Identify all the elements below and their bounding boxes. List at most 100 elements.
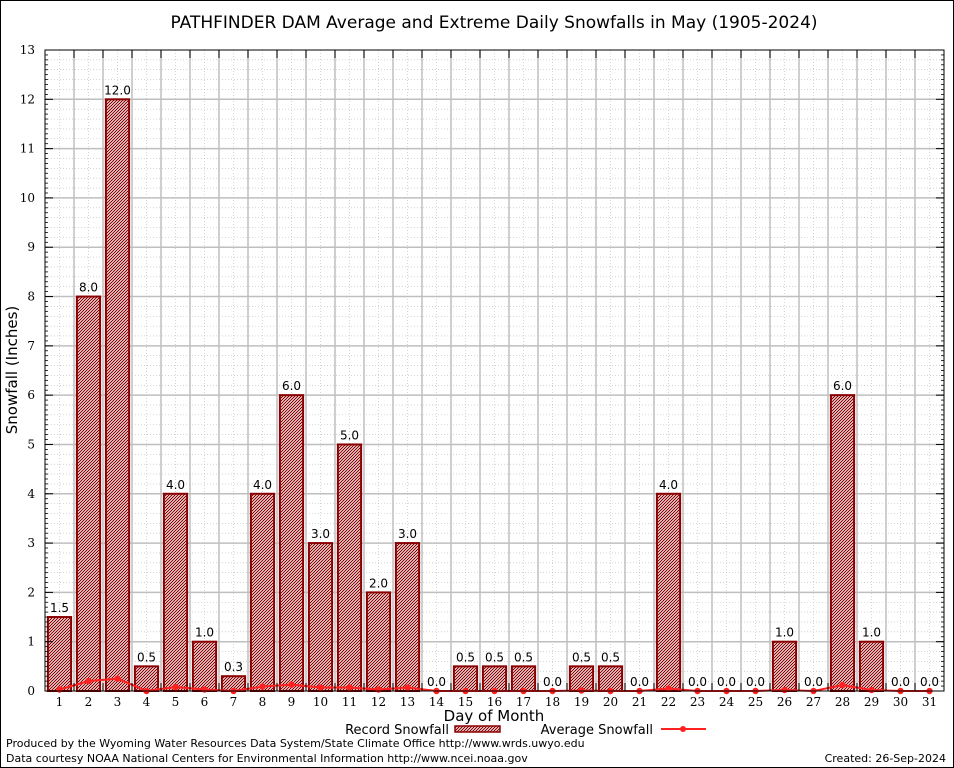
x-tick-label: 28 — [835, 695, 850, 709]
x-tick-label: 19 — [574, 695, 589, 709]
y-tick-label: 9 — [27, 240, 35, 254]
bar-value-label: 2.0 — [369, 576, 388, 590]
legend-marker-average — [680, 726, 686, 732]
footer-data-courtesy: Data courtesy NOAA National Centers for … — [6, 752, 528, 765]
y-tick-label: 1 — [27, 635, 35, 649]
bar-record-snowfall — [771, 640, 798, 693]
x-tick-label: 5 — [172, 695, 180, 709]
x-tick-label: 30 — [893, 695, 908, 709]
x-tick-label: 4 — [143, 695, 151, 709]
bar-value-label: 0.5 — [572, 650, 591, 664]
legend-label-record: Record Snowfall — [345, 723, 449, 738]
x-tick-label: 12 — [371, 695, 386, 709]
bar-labels: 1.5 8.0 12.0 0.5 4.0 1.0 0.3 4.0 6.0 3.0 5.0 2.0 3.0… — [50, 83, 939, 689]
bar-value-label: 1.5 — [50, 601, 69, 615]
average-point — [665, 685, 672, 692]
x-tick-label: 11 — [342, 695, 357, 709]
y-tick-label: 10 — [20, 191, 35, 205]
bar-value-label: 6.0 — [282, 379, 301, 393]
bar-record-snowfall — [568, 665, 595, 692]
legend: Record Snowfall Average Snowfall — [345, 723, 706, 738]
bar-value-label: 1.0 — [862, 626, 881, 640]
average-point — [172, 683, 179, 691]
bar-value-label: 0.0 — [804, 675, 823, 689]
y-tick-label: 8 — [27, 290, 35, 304]
grid — [45, 49, 944, 692]
bar-record-snowfall — [452, 665, 479, 692]
bar-record-snowfall — [510, 665, 537, 692]
x-tick-label: 31 — [922, 695, 937, 709]
y-tick-label: 0 — [27, 684, 35, 698]
bar-value-label: 4.0 — [166, 478, 185, 492]
x-tick-label: 1 — [56, 695, 64, 709]
x-tick-label: 29 — [864, 695, 879, 709]
y-tick-label: 4 — [27, 487, 35, 501]
y-tick-label: 12 — [20, 92, 35, 106]
y-tick-label: 2 — [27, 585, 35, 599]
bar-record-snowfall — [858, 640, 885, 693]
average-point — [781, 686, 788, 694]
bar-value-label: 0.5 — [601, 650, 620, 664]
x-axis-label: Day of Month — [444, 707, 545, 725]
average-point — [375, 686, 382, 693]
x-tick-label: 15 — [458, 695, 473, 709]
x-tick-label: 14 — [429, 695, 445, 709]
average-point — [114, 675, 121, 682]
bar-value-label: 6.0 — [833, 379, 852, 393]
bar-record-snowfall — [365, 591, 392, 693]
bar-record-snowfall — [307, 542, 334, 692]
bar-record-snowfall — [278, 394, 305, 692]
bar-value-label: 3.0 — [311, 527, 330, 541]
x-tick-label: 26 — [777, 695, 792, 709]
bar-value-label: 5.0 — [340, 428, 359, 442]
bar-value-label: 0.0 — [891, 675, 910, 689]
average-point — [201, 686, 208, 693]
bar-value-label: 0.5 — [137, 650, 156, 664]
bar-record-snowfall — [249, 492, 276, 692]
x-tick-label: 13 — [400, 695, 415, 709]
average-point — [839, 681, 846, 689]
x-tick-label: 2 — [85, 695, 93, 709]
x-tick-label: 7 — [230, 695, 238, 709]
legend-swatch-record — [454, 725, 501, 733]
y-axis-label: Snowfall (Inches) — [3, 306, 21, 434]
bar-value-label: 0.0 — [688, 675, 707, 689]
y-tick-label: 3 — [27, 536, 35, 550]
bar-value-label: 0.3 — [224, 660, 243, 674]
bar-value-label: 0.5 — [456, 650, 475, 664]
x-tick-labels: 1 2 3 4 5 6 7 8 9 10 11 12 13 14 15 16 17 18 19 20 21 22 23 24 2… — [56, 695, 937, 709]
bar-value-label: 12.0 — [104, 83, 131, 97]
x-tick-label: 22 — [661, 695, 676, 709]
bar-record-snowfall — [829, 394, 856, 692]
average-point — [56, 686, 63, 693]
x-tick-label: 17 — [516, 695, 531, 709]
x-tick-label: 21 — [632, 695, 647, 709]
x-tick-label: 16 — [487, 695, 502, 709]
bar-record-snowfall — [191, 640, 218, 693]
bar-record-snowfall — [75, 295, 102, 692]
bar-value-label: 0.0 — [630, 675, 649, 689]
axes — [44, 49, 945, 692]
bar-value-label: 8.0 — [79, 281, 98, 295]
average-point — [317, 684, 324, 691]
average-point — [288, 681, 295, 688]
bar-record-snowfall — [597, 665, 624, 692]
bar-record-snowfall — [655, 492, 682, 692]
x-tick-label: 18 — [545, 695, 560, 709]
bar-value-label: 0.0 — [717, 675, 736, 689]
bar-value-label: 1.0 — [195, 626, 214, 640]
bar-value-label: 0.0 — [746, 675, 765, 689]
bar-value-label: 1.0 — [775, 626, 794, 640]
average-point — [259, 683, 266, 690]
average-line — [56, 675, 933, 695]
footer-produced-by: Produced by the Wyoming Water Resources … — [6, 737, 585, 750]
x-tick-label: 8 — [259, 695, 267, 709]
x-tick-label: 9 — [288, 695, 296, 709]
bar-value-label: 0.0 — [427, 675, 446, 689]
x-tick-label: 20 — [603, 695, 618, 709]
bar-value-label: 0.0 — [543, 675, 562, 689]
bar-record-snowfall — [104, 98, 131, 693]
x-tick-label: 27 — [806, 695, 821, 709]
